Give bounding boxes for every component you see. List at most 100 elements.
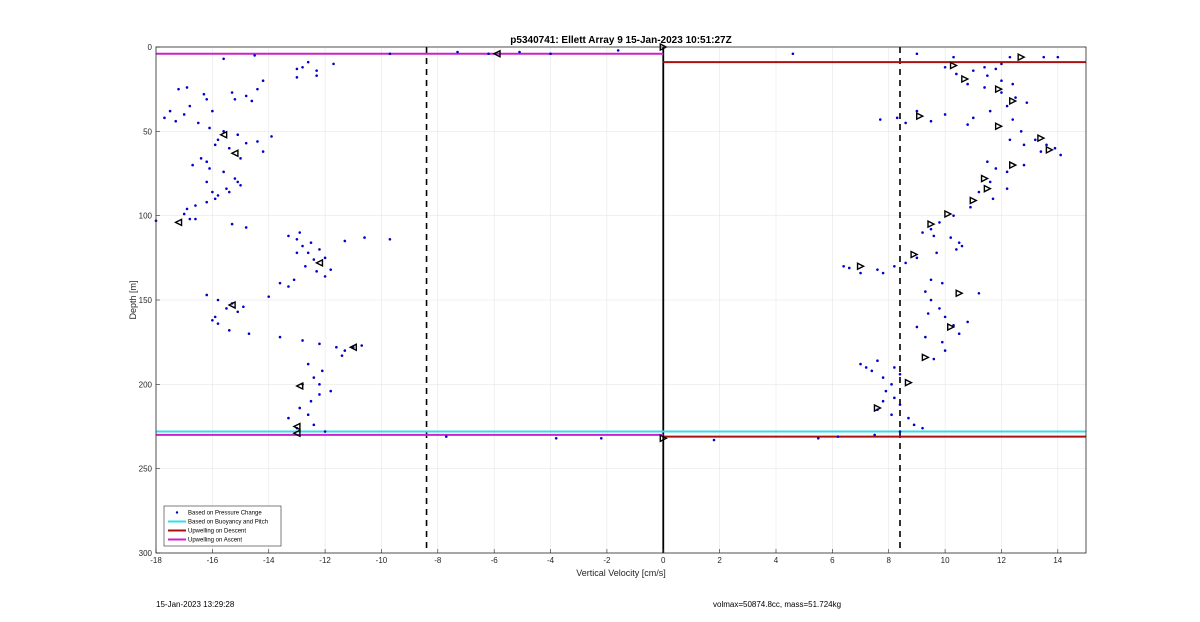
pressure-change-point [306,60,310,64]
pressure-change-point [921,426,924,430]
velocity-marker [955,289,964,298]
pressure-change-point [949,236,953,239]
pressure-change-point [926,312,930,315]
pressure-change-point [986,74,989,77]
pressure-change-point [1014,96,1017,99]
pressure-change-point [227,190,231,194]
x-tick-label: 4 [774,556,779,565]
velocity-marker [921,353,930,362]
pressure-change-point [270,135,273,138]
pressure-change-point [983,65,986,69]
pressure-change-point [816,437,820,440]
pressure-change-point [966,320,969,324]
pressure-change-point [712,438,716,442]
pressure-change-point [222,170,225,174]
pressure-change-point [932,357,936,361]
pressure-change-point [915,325,919,329]
pressure-change-point [315,69,318,72]
pressure-change-point [599,437,603,440]
x-axis-label: Vertical Velocity [cm/s] [576,568,666,578]
pressure-change-point [287,234,290,238]
pressure-change-point [873,433,876,437]
pressure-change-point [1045,143,1048,147]
pressure-change-point [242,305,245,309]
pressure-change-point [323,256,327,260]
pressure-change-point [213,143,217,147]
pressure-change-point [182,212,186,216]
pressure-change-point [233,97,237,101]
x-tick-label: -6 [491,556,499,565]
pressure-change-point [199,157,203,160]
pressure-change-point [318,342,321,346]
pressure-change-point [929,298,933,302]
pressure-change-point [213,197,217,201]
pressure-change-point [205,97,209,101]
velocity-marker [348,343,357,352]
pressure-change-point [456,50,459,54]
pressure-change-point [952,55,955,59]
pressure-change-point [250,99,254,103]
pressure-change-point [309,241,313,244]
pressure-change-point [904,261,907,265]
data-points [154,49,1062,442]
pressure-change-point [239,184,242,187]
legend-entry: Upwelling on Descent [188,529,246,535]
pressure-change-point [1005,104,1009,108]
pressure-change-point [1039,150,1043,153]
pressure-change-point [205,293,209,297]
pressure-change-point [957,241,961,244]
x-tick-label: -10 [376,556,388,565]
pressure-change-point [177,87,180,91]
pressure-change-point [202,92,206,96]
pressure-change-point [915,109,919,113]
y-tick-label: 100 [139,212,153,221]
pressure-change-point [1005,187,1009,190]
pressure-change-point [236,180,240,184]
pressure-change-point [227,146,231,150]
pressure-change-point [881,271,885,275]
pressure-change-point [966,82,969,86]
pressure-change-point [182,113,186,116]
velocity-marker [873,403,883,413]
pressure-change-point [236,133,240,137]
pressure-change-point [870,369,874,373]
pressure-change-point [893,264,896,268]
pressure-change-point [935,251,938,255]
pressure-change-point [1000,91,1003,94]
pressure-change-point [216,298,220,302]
pressure-change-point [444,435,448,438]
pressure-change-point [1019,130,1023,133]
pressure-change-point [227,329,231,332]
pressure-change-point [1042,55,1046,59]
pressure-change-point [890,383,893,386]
velocity-marker [1009,160,1018,170]
pressure-change-point [876,359,879,363]
pressure-change-point [188,217,192,221]
pressure-change-point [343,349,347,352]
pressure-change-point [971,69,975,72]
x-tick-label: 10 [941,556,950,565]
pressure-change-point [208,126,211,130]
pressure-change-point [191,163,194,167]
velocity-marker [980,174,990,183]
velocity-marker [961,74,970,84]
pressure-change-point [185,86,189,89]
x-tick-label: -16 [207,556,219,565]
pressure-change-point [306,413,310,416]
x-tick-label: -4 [547,556,555,565]
pressure-change-point [213,315,217,319]
pressure-change-point [957,332,961,336]
pressure-change-point [244,94,248,98]
pressure-change-point [943,65,947,69]
velocity-marker [230,149,239,158]
x-tick-label: 8 [887,556,892,565]
pressure-change-point [295,251,299,255]
pressure-change-point [292,278,296,282]
x-tick-label: 14 [1053,556,1062,565]
pressure-change-point [929,278,933,282]
pressure-change-point [211,318,214,322]
pressure-change-point [1011,82,1015,86]
pressure-change-point [301,339,304,342]
pressure-change-point [1059,153,1062,157]
velocity-marker [227,300,236,310]
